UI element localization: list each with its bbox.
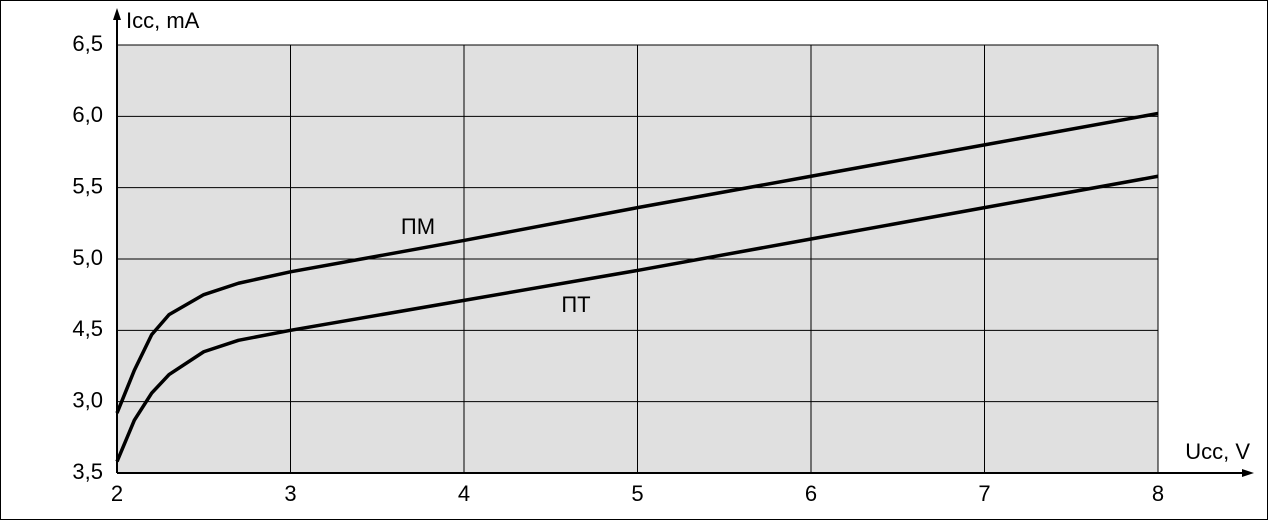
lines	[115, 111, 1159, 463]
x-tick-label: 6	[805, 481, 817, 506]
y-axis-label: Icc, mA	[126, 8, 200, 33]
y-tick-label: 5,0	[72, 245, 103, 270]
series-line	[115, 111, 1159, 414]
series-line	[115, 174, 1159, 463]
y-tick-label: 6,5	[72, 31, 103, 56]
x-tick-label: 7	[978, 481, 990, 506]
x-tick-label: 8	[1152, 481, 1164, 506]
y-axis-arrow	[113, 8, 121, 20]
x-axis-label: Ucc, V	[1185, 439, 1250, 464]
x-tick-label: 4	[458, 481, 470, 506]
series-label: ПТ	[561, 292, 590, 317]
y-tick-label: 5,5	[72, 173, 103, 198]
x-tick-label: 3	[284, 481, 296, 506]
x-axis-arrow	[1242, 469, 1254, 477]
x-tick-label: 5	[631, 481, 643, 506]
y-tick-label: 3,5	[72, 459, 103, 484]
x-tick-label: 2	[111, 481, 123, 506]
series-label: ПМ	[401, 214, 435, 239]
y-tick-label: 4,5	[72, 316, 103, 341]
y-tick-label: 6,0	[72, 102, 103, 127]
y-tick-label: 3,0	[72, 387, 103, 412]
